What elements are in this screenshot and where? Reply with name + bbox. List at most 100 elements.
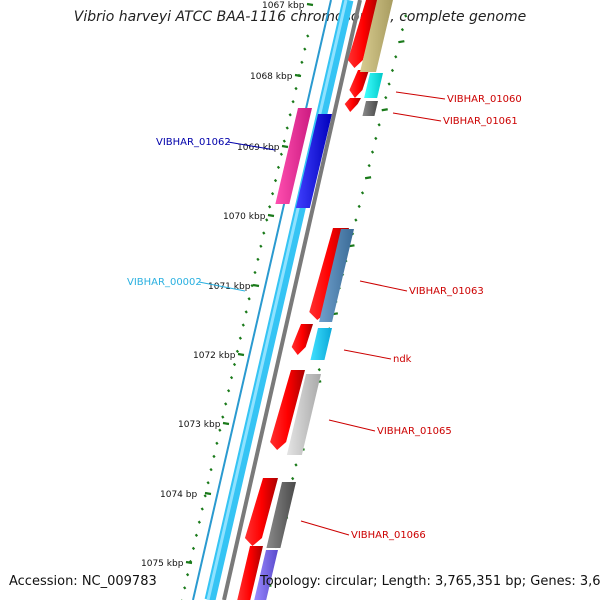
kbp-label: 1074 bp: [160, 490, 197, 500]
outer-tick: [377, 123, 381, 127]
inner-tick: [241, 323, 245, 327]
genome-summary: Topology: circular; Length: 3,765,351 bp…: [260, 574, 600, 589]
kbp-label: 1072 kbp: [193, 351, 236, 361]
inner-tick: [218, 428, 222, 432]
outer-tick: [384, 95, 388, 100]
inner-tick: [244, 310, 248, 314]
inner-tick: [291, 100, 295, 104]
gene-feature[interactable]: [344, 98, 361, 112]
gene-label[interactable]: VIBHAR_01062: [156, 137, 231, 148]
inner-tick: [191, 546, 196, 551]
kbp-label: 1068 kbp: [250, 72, 293, 82]
outer-tick: [291, 476, 295, 481]
kbp-label: 1069 kbp: [237, 143, 280, 153]
gene-feature[interactable]: [364, 73, 383, 98]
inner-tick: [256, 257, 260, 262]
outer-tick: [398, 40, 405, 44]
inner-tick: [303, 47, 307, 51]
outer-tick: [381, 108, 388, 112]
inner-tick: [203, 494, 207, 498]
inner-tick: [209, 467, 213, 472]
kbp-tick: [294, 73, 302, 78]
gene-feature[interactable]: [291, 324, 313, 355]
gene-feature[interactable]: [360, 0, 393, 72]
inner-tick: [253, 270, 257, 275]
accession-label: Accession: NC_009783: [9, 574, 157, 589]
inner-tick: [270, 192, 275, 196]
kbp-tick: [252, 283, 260, 288]
inner-tick: [200, 507, 204, 511]
inner-tick: [194, 533, 199, 537]
outer-tick: [400, 27, 405, 32]
inner-tick: [288, 113, 292, 117]
kbp-tick: [306, 2, 314, 7]
gene-label[interactable]: ndk: [393, 354, 412, 365]
kbp-label: 1067 kbp: [262, 1, 305, 11]
gene-label[interactable]: VIBHAR_01060: [447, 94, 522, 105]
gene-feature[interactable]: [362, 101, 378, 116]
outer-tick: [394, 55, 398, 59]
inner-tick: [268, 205, 272, 209]
gene-label-leader: [359, 280, 408, 292]
gene-label[interactable]: VIBHAR_01066: [351, 530, 426, 541]
inner-tick: [273, 178, 278, 183]
inner-tick: [227, 389, 231, 393]
gene-label-leader: [198, 281, 246, 292]
outer-tick: [354, 218, 358, 222]
kbp-tick: [237, 352, 245, 357]
kbp-label: 1073 kbp: [178, 420, 221, 430]
inner-tick: [183, 586, 187, 590]
inner-tick: [224, 402, 228, 406]
map-title: Vibrio harveyi ATCC BAA-1116 chromosome …: [73, 9, 527, 25]
inner-tick: [300, 60, 304, 64]
outer-tick: [317, 368, 321, 372]
gene-label-leader: [395, 91, 446, 100]
outer-tick: [364, 176, 372, 180]
gene-label[interactable]: VIBHAR_01063: [409, 286, 484, 297]
inner-tick: [282, 139, 286, 143]
gene-label-leader: [300, 520, 350, 536]
inner-tick: [259, 244, 263, 248]
outer-tick: [367, 163, 371, 168]
inner-tick: [238, 336, 242, 340]
gene-feature[interactable]: [275, 108, 312, 204]
gene-feature[interactable]: [347, 0, 379, 68]
gene-label[interactable]: VIBHAR_01065: [377, 426, 452, 437]
inner-tick: [221, 415, 225, 419]
inner-tick: [276, 165, 281, 170]
inner-tick: [212, 454, 216, 459]
gene-feature[interactable]: [266, 482, 296, 548]
outer-tick: [294, 463, 298, 467]
gene-feature[interactable]: [270, 370, 305, 450]
inner-tick: [215, 441, 219, 445]
gene-label-leader: [392, 112, 442, 122]
backbone-highlight: [206, 0, 348, 600]
gene-feature[interactable]: [310, 328, 332, 360]
outer-tick: [390, 68, 395, 73]
inner-tick: [235, 349, 240, 354]
kbp-tick: [185, 560, 193, 565]
inner-tick: [197, 520, 201, 524]
kbp-label: 1075 kbp: [141, 559, 184, 569]
gene-feature[interactable]: [349, 70, 369, 98]
gene-labels: VIBHAR_01060 VIBHAR_01061 VIBHAR_01062 VIBH…: [127, 91, 522, 541]
gene-label[interactable]: VIBHAR_01061: [443, 116, 518, 127]
gene-feature[interactable]: [254, 550, 278, 600]
gene-feature[interactable]: [286, 374, 321, 455]
gene-feature[interactable]: [244, 478, 278, 546]
gene-label[interactable]: VIBHAR_00002: [127, 277, 202, 288]
kbp-label: 1070 kbp: [223, 212, 266, 222]
gene-label-leader: [227, 141, 276, 151]
gene-feature[interactable]: [237, 546, 263, 600]
kbp-tick: [204, 491, 212, 496]
kbp-label: 1071 kbp: [208, 282, 251, 292]
gene-label-leader: [328, 419, 376, 432]
inner-tick: [229, 375, 234, 380]
gene-feature[interactable]: [295, 114, 332, 208]
inner-ring-line: [222, 0, 362, 600]
inner-tick: [265, 218, 269, 222]
inner-tick: [306, 34, 310, 38]
inner-tick: [250, 283, 254, 288]
gene-feature[interactable]: [319, 229, 354, 322]
